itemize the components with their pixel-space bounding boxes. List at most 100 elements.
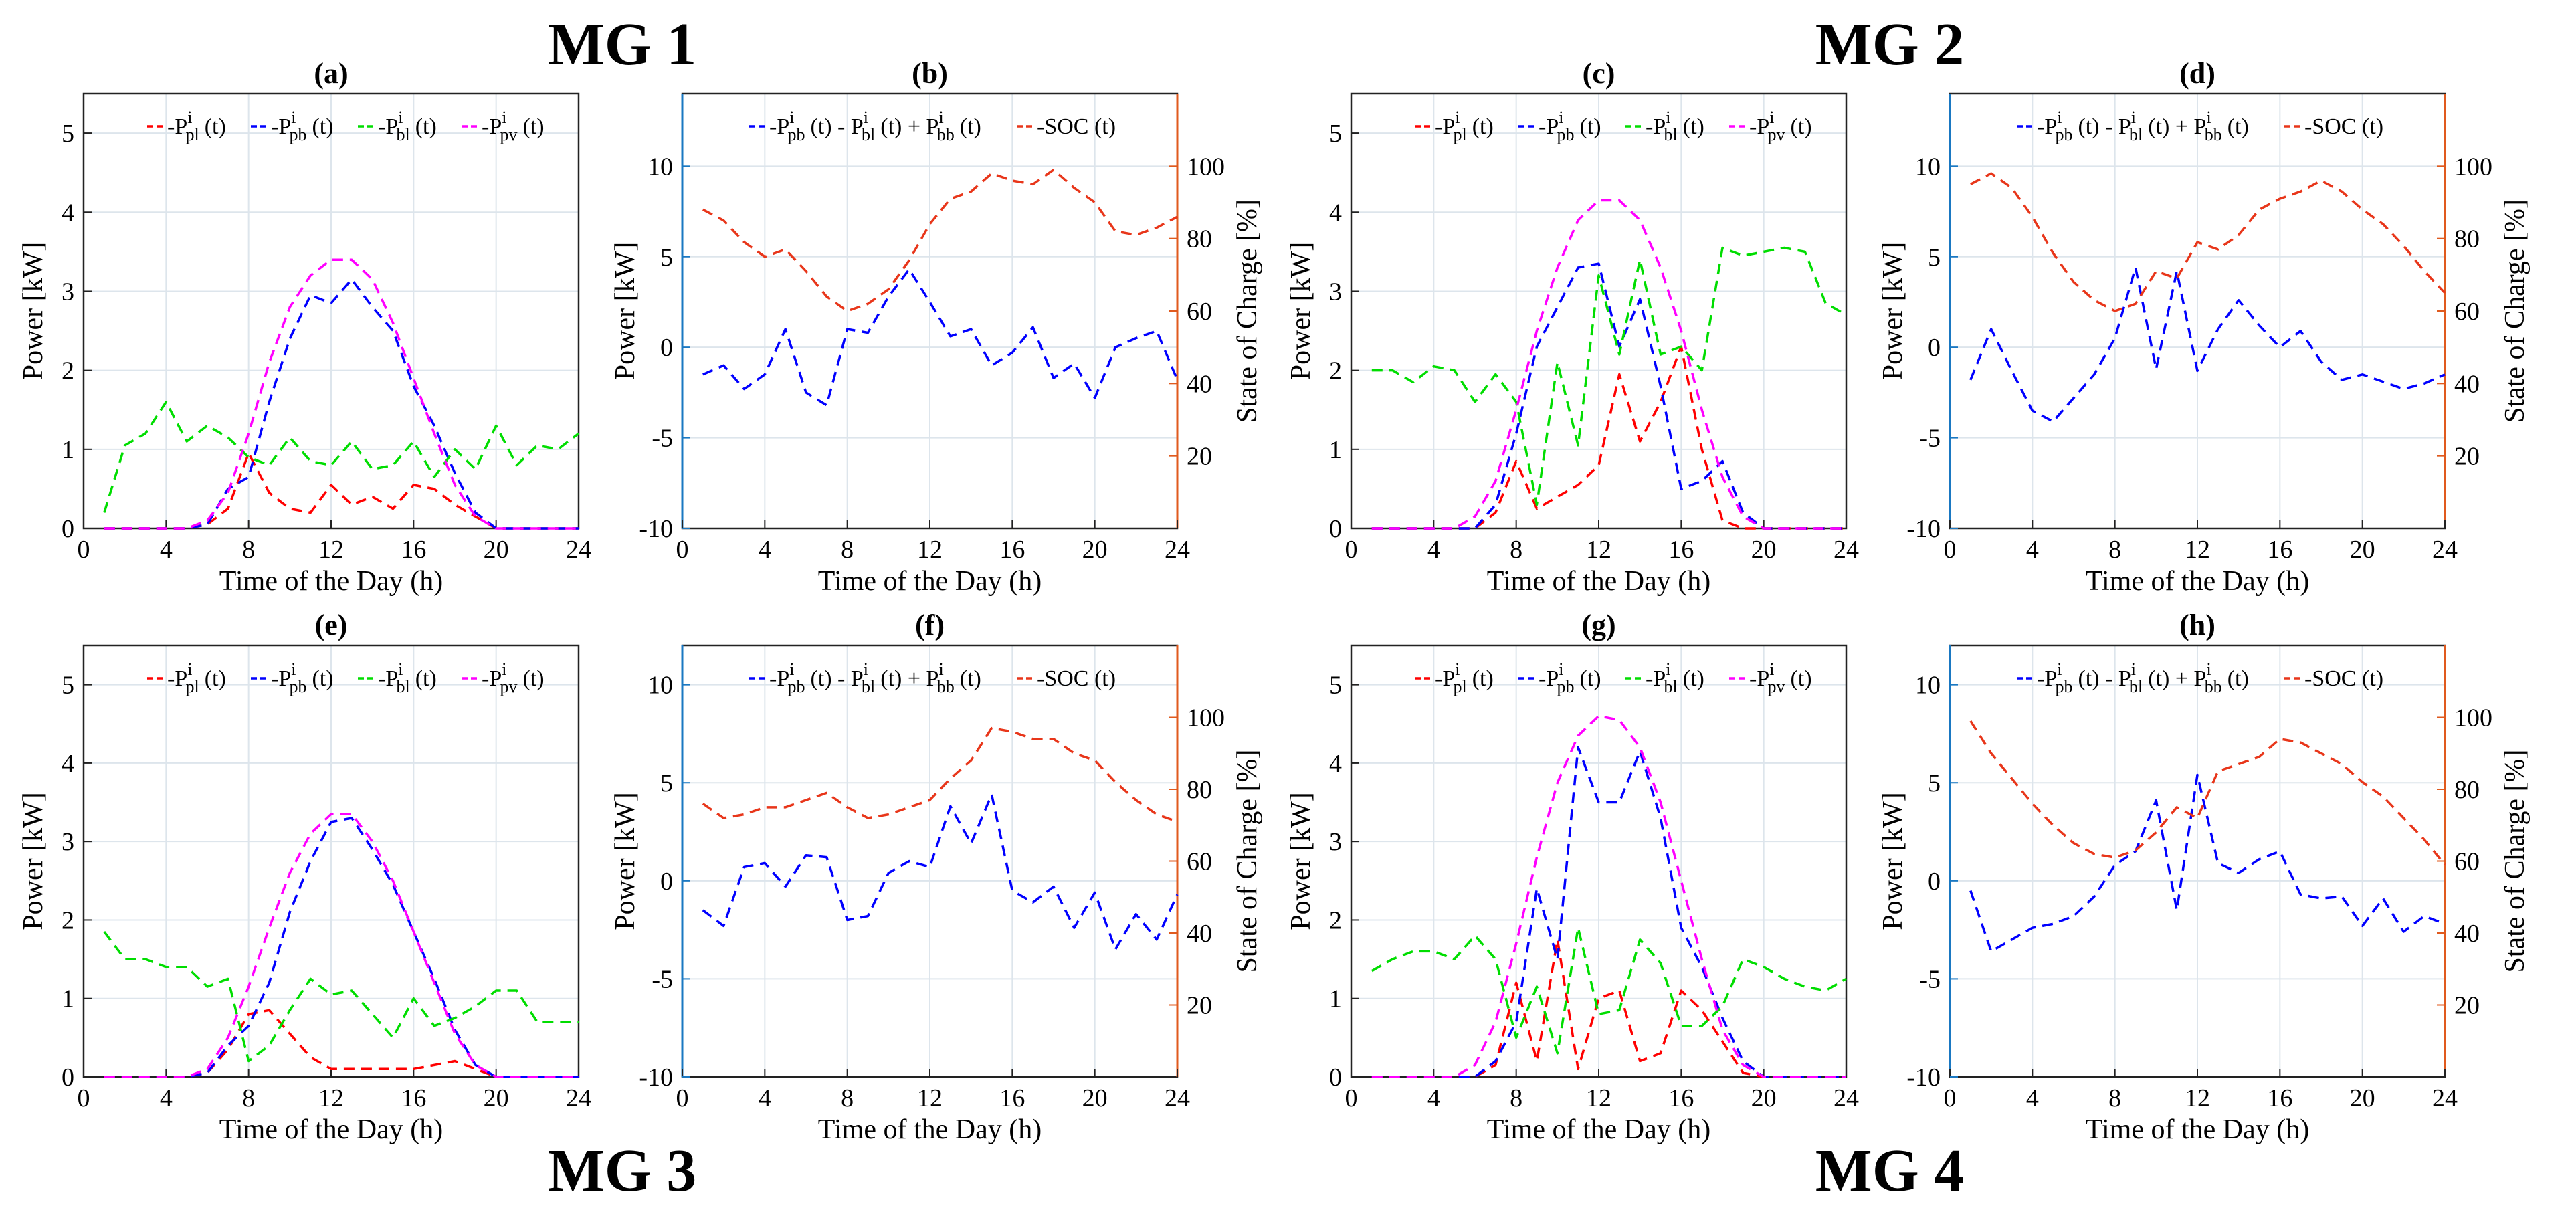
y-tick-label: 2: [1329, 357, 1342, 385]
y-axis-label: Power [kW]: [610, 242, 641, 380]
legend-tail: (t): [522, 114, 544, 139]
mg4-title: MG 4: [1815, 1138, 1964, 1204]
series-line-p-pb: [104, 817, 579, 1078]
legend-symbol: -P: [1435, 666, 1455, 691]
y-tick-label: 4: [62, 199, 74, 227]
y-tick-label: -5: [1919, 425, 1941, 453]
legend-subscript: pv: [500, 125, 517, 144]
legend-symbol: -P: [271, 666, 291, 691]
x-tick-label: 20: [1082, 536, 1108, 564]
series-line-p-bl: [1371, 926, 1847, 1055]
legend-symbol: (t) + P: [2148, 666, 2206, 691]
legend-superscript: i: [187, 659, 192, 679]
x-tick-label: 8: [841, 1084, 854, 1112]
legend-tail: (t): [1683, 114, 1704, 139]
legend-subscript: pl: [185, 677, 199, 696]
x-axis-label: Time of the Day (h): [2086, 1114, 2309, 1145]
series-line-p-net: [702, 793, 1179, 951]
legend-tail: (t): [205, 114, 226, 139]
x-tick-label: 12: [318, 536, 344, 564]
x-tick-label: 0: [1944, 536, 1957, 564]
x-tick-label: 0: [676, 536, 689, 564]
legend-superscript: i: [1769, 659, 1774, 679]
y-axis-label: Power [kW]: [610, 792, 641, 930]
x-tick-label: 24: [2432, 1084, 2458, 1112]
legend-tail: (t): [960, 114, 981, 139]
legend-subscript: pv: [500, 677, 517, 696]
legend-superscript: i: [2206, 108, 2211, 127]
legend-symbol: -P: [1435, 114, 1455, 139]
y2-tick-label: 80: [1187, 776, 1212, 804]
y-tick-label: 5: [660, 243, 673, 272]
y2-tick-label: 40: [1187, 370, 1212, 398]
x-tick-label: 16: [999, 1084, 1025, 1112]
panel-title: (g): [1581, 609, 1615, 641]
x-tick-label: 0: [1345, 1084, 1358, 1112]
legend-tail: (t): [1472, 114, 1494, 139]
x-tick-label: 8: [1510, 1084, 1522, 1112]
x-tick-label: 12: [1586, 1084, 1611, 1112]
x-tick-label: 24: [2432, 536, 2458, 564]
x-tick-label: 12: [318, 1084, 344, 1112]
legend-tail: (t): [1683, 666, 1704, 691]
panel-title: (b): [912, 57, 948, 90]
y-tick-label: 0: [1928, 867, 1941, 896]
x-tick-label: 24: [566, 536, 591, 564]
panel-title: (c): [1583, 57, 1615, 90]
panel-f: 0 4 8 12 16 20 24 -10 -5 0 5 10 20 40 60 80 100 Time of t…: [610, 609, 1263, 1145]
legend-entry: -Pi bl (t): [378, 108, 437, 144]
y-tick-label: 3: [62, 828, 74, 856]
x-tick-label: 0: [1345, 536, 1358, 564]
y2-tick-label: 60: [1187, 298, 1212, 326]
legend-subscript: bl: [862, 125, 875, 144]
x-tick-label: 12: [917, 536, 943, 564]
legend-subscript: pv: [1767, 125, 1785, 144]
y2-tick-label: 60: [1187, 848, 1212, 876]
legend-entry: -Pi pv (t): [1749, 659, 1812, 696]
legend-entry: -Pi pv (t): [482, 108, 544, 144]
series-line-p-pl: [1371, 938, 1846, 1078]
legend-subscript: pb: [1557, 677, 1574, 696]
legend-superscript: i: [1666, 659, 1670, 679]
y2-tick-label: 40: [2454, 370, 2480, 398]
y-tick-label: 2: [62, 357, 74, 385]
x-tick-label: 16: [2267, 536, 2292, 564]
legend-tail: (t): [522, 666, 544, 691]
legend-subscript: pb: [2055, 125, 2072, 144]
legend-superscript: i: [2057, 659, 2062, 679]
x-tick-label: 4: [1427, 536, 1440, 564]
legend-symbol: -P: [378, 114, 398, 139]
x-tick-label: 16: [999, 536, 1025, 564]
legend-subscript: pl: [185, 125, 199, 144]
legend-subscript: pb: [289, 125, 306, 144]
legend-symbol: -P: [1749, 114, 1769, 139]
y-tick-label: 10: [1915, 672, 1941, 700]
legend-superscript: i: [398, 659, 403, 679]
y-tick-label: 10: [648, 672, 673, 700]
x-tick-label: 20: [1751, 536, 1777, 564]
y-tick-label: 5: [1928, 243, 1941, 272]
y-tick-label: -10: [1906, 515, 1941, 543]
legend-entry: -Pi pl (t): [167, 659, 226, 696]
legend-entry: -Pi pb (t): [1539, 108, 1601, 144]
legend-superscript: i: [2131, 108, 2136, 127]
x-tick-label: 20: [2350, 1084, 2375, 1112]
series-line-p-pv: [1371, 714, 1846, 1078]
legend-entry-soc: -SOC (t): [2304, 666, 2383, 691]
legend-symbol: (t) + P: [880, 666, 938, 691]
legend-superscript: i: [291, 108, 296, 127]
legend-symbol: -P: [1646, 666, 1666, 691]
y-axis-label: Power [kW]: [1286, 242, 1316, 380]
x-tick-label: 20: [2350, 536, 2375, 564]
y-tick-label: 0: [1928, 334, 1941, 362]
panel-title: (a): [314, 57, 348, 90]
x-tick-label: 8: [1510, 536, 1522, 564]
x-tick-label: 4: [759, 1084, 771, 1112]
y2-tick-label: 40: [2454, 920, 2480, 948]
y-tick-label: 0: [1329, 1063, 1342, 1092]
legend-symbol: -P: [2037, 666, 2057, 691]
legend-entry: -Pi pb (t): [271, 659, 334, 696]
series-line-soc: [1969, 720, 2446, 866]
